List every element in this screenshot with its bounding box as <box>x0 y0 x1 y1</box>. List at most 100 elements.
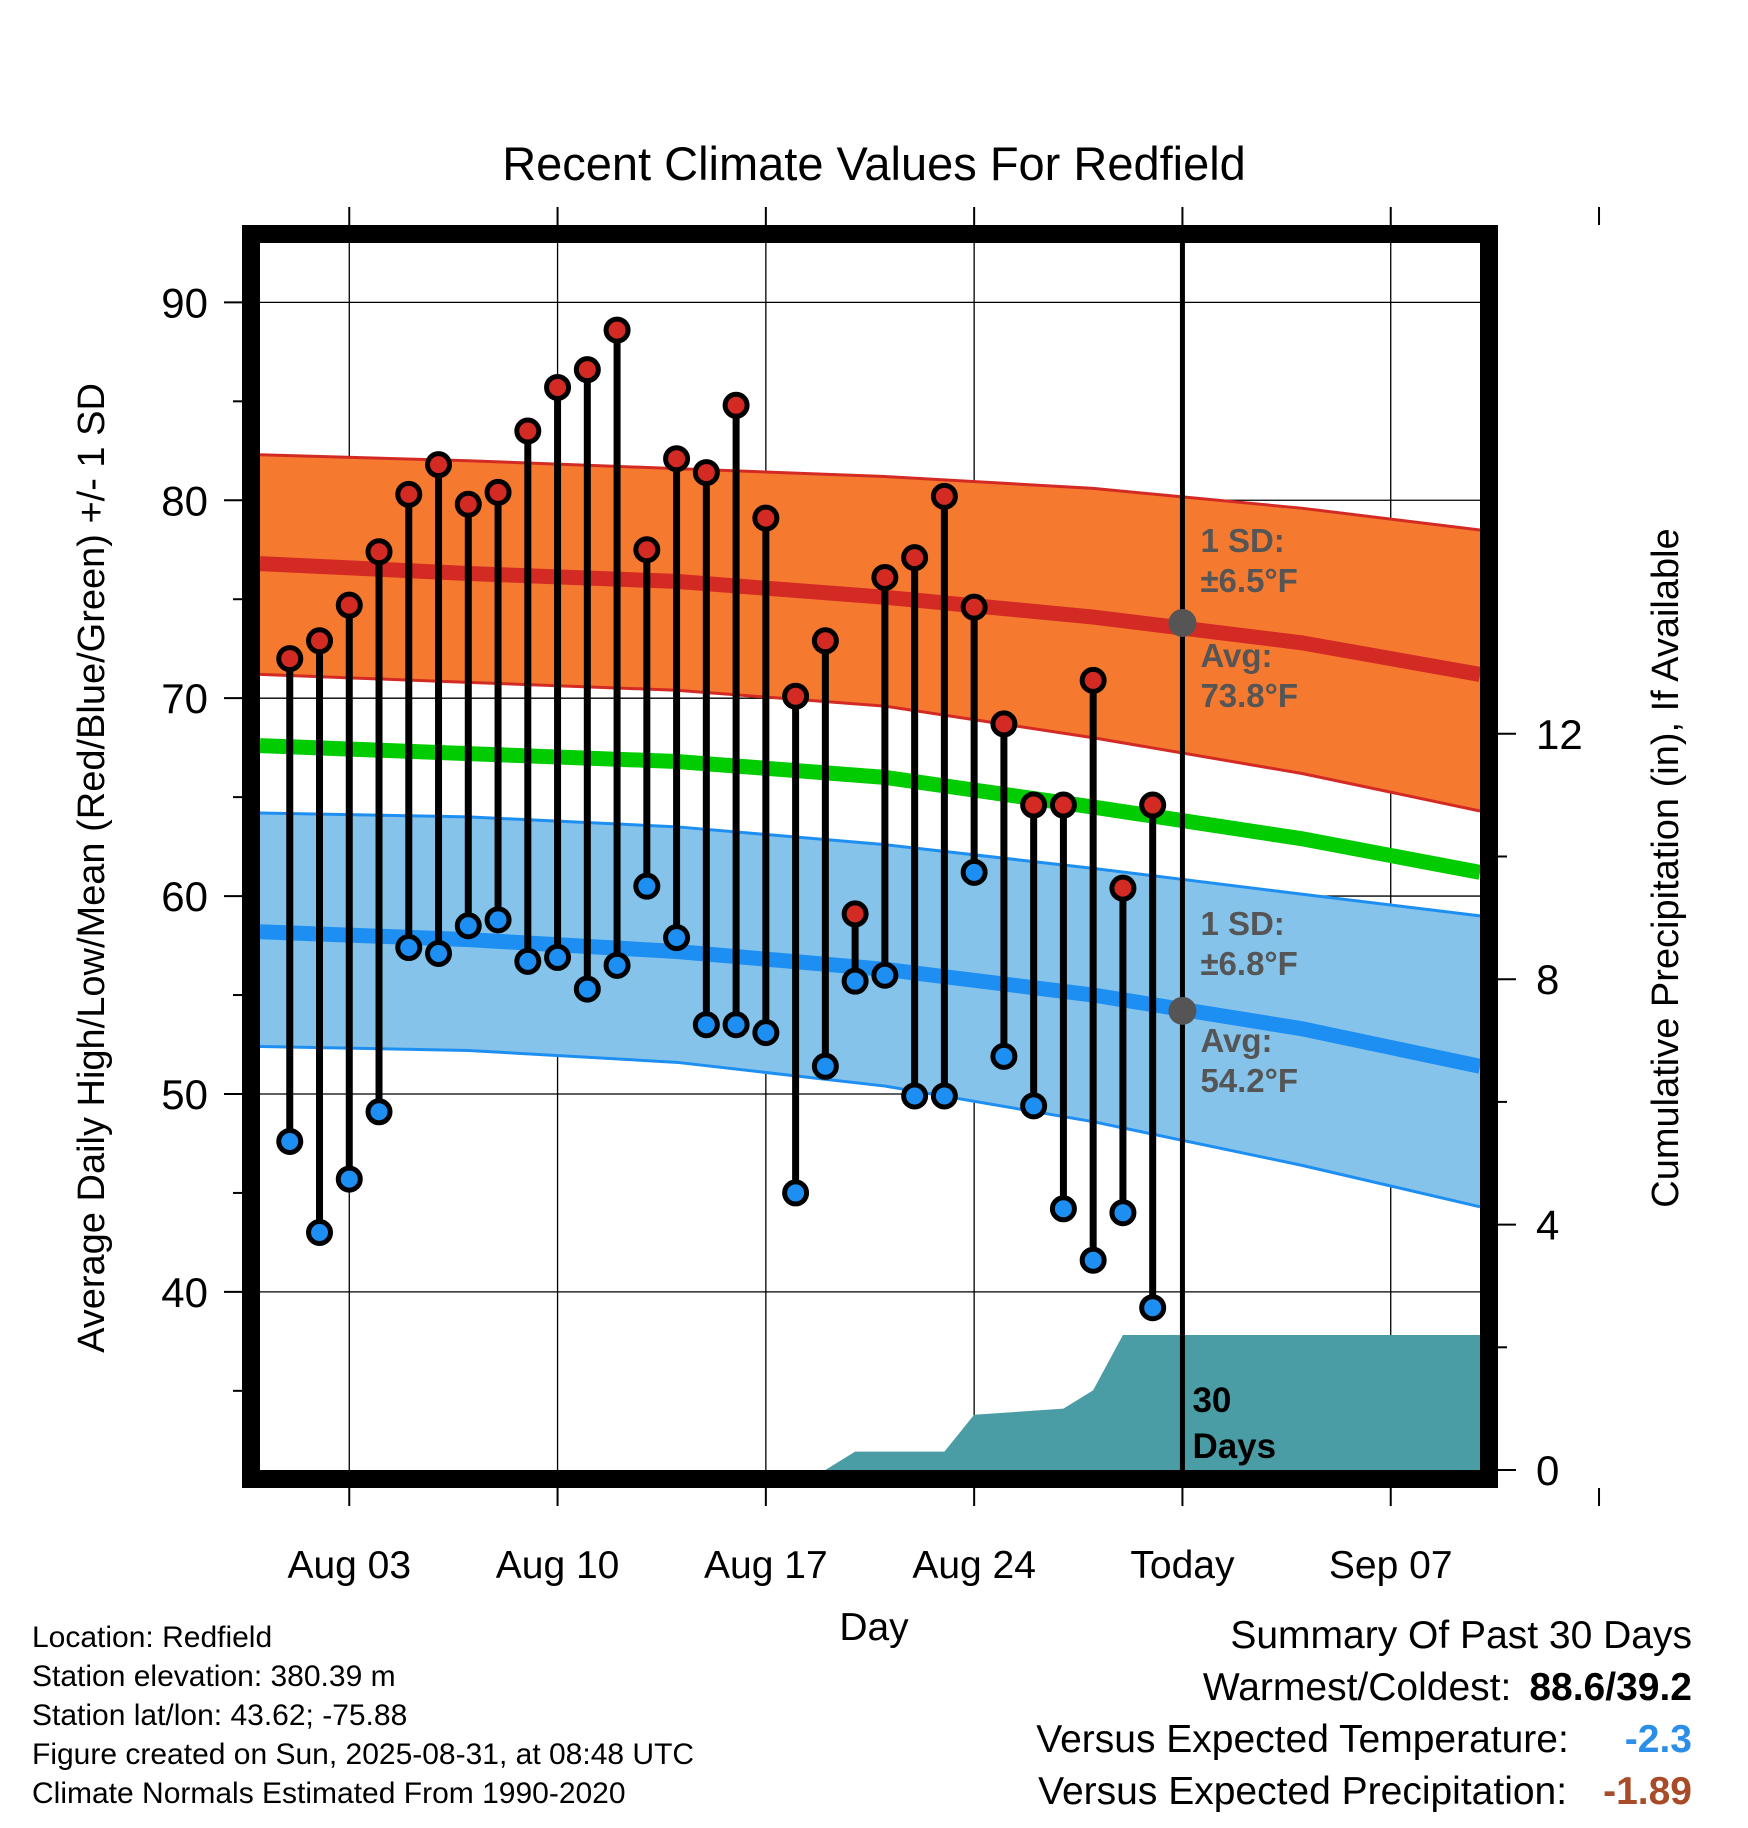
x-tick-label: Today <box>1130 1544 1235 1587</box>
daily-low-point <box>1049 1195 1077 1223</box>
daily-low-point <box>930 1082 958 1110</box>
daily-low-point <box>514 947 542 975</box>
daily-high-point <box>960 593 988 621</box>
daily-low-point <box>395 934 423 962</box>
chart-title: Recent Climate Values For Redfield <box>502 137 1246 190</box>
low-avg-value: 54.2°F <box>1200 1062 1298 1099</box>
daily-low-point <box>1020 1092 1048 1120</box>
versus-precip-value: -1.89 <box>1603 1770 1692 1813</box>
daily-high-point <box>871 563 899 591</box>
warm-cold-value: 88.6/39.2 <box>1529 1666 1692 1709</box>
high-avg-label: Avg: <box>1200 637 1272 674</box>
y2-tick-label: 4 <box>1536 1202 1559 1249</box>
x-tick-label: Aug 10 <box>496 1544 620 1587</box>
versus-temp-value: -2.3 <box>1624 1718 1692 1761</box>
elevation-text: Station elevation: 380.39 m <box>32 1660 396 1693</box>
daily-low-point <box>365 1098 393 1126</box>
normals-text: Climate Normals Estimated From 1990-2020 <box>32 1777 626 1810</box>
daily-low-point <box>603 951 631 979</box>
daily-low-point <box>484 906 512 934</box>
daily-high-point <box>544 373 572 401</box>
daily-low-point <box>544 943 572 971</box>
high-sd-label: 1 SD: <box>1200 522 1284 559</box>
location-text: Location: Redfield <box>32 1621 273 1654</box>
y-tick-label: 50 <box>161 1071 208 1118</box>
daily-high-point <box>484 478 512 506</box>
daily-low-point <box>335 1165 363 1193</box>
daily-high-point <box>395 480 423 508</box>
summary-warm-cold: Warmest/Coldest: 88.6/39.2 <box>1036 1662 1692 1714</box>
x-axis-label: Day <box>839 1606 909 1649</box>
warm-cold-label: Warmest/Coldest: <box>1202 1666 1512 1709</box>
low-avg-label: Avg: <box>1200 1022 1272 1059</box>
normal-low-band-lower <box>259 1044 1481 1209</box>
precip-area <box>825 1335 1480 1470</box>
today-low-avg-marker <box>1168 996 1197 1025</box>
y-axis-label: Average Daily High/Low/Mean (Red/Blue/Gr… <box>71 383 113 1353</box>
low-sd-value: ±6.8°F <box>1200 945 1297 982</box>
daily-high-point <box>306 627 334 655</box>
daily-high-point <box>811 627 839 655</box>
low-sd-label: 1 SD: <box>1200 905 1284 942</box>
daily-low-point <box>306 1219 334 1247</box>
y2-tick-label: 8 <box>1536 956 1559 1003</box>
summary-title: Summary Of Past 30 Days <box>1230 1614 1692 1657</box>
y-tick-label: 70 <box>161 675 208 722</box>
x-tick-label: Sep 07 <box>1329 1544 1453 1587</box>
daily-high-point <box>603 316 631 344</box>
daily-low-point <box>901 1082 929 1110</box>
daily-high-point <box>276 645 304 673</box>
daily-high-point <box>335 591 363 619</box>
y-tick-label: 60 <box>161 873 208 920</box>
daily-high-point <box>365 538 393 566</box>
daily-low-point <box>1079 1246 1107 1274</box>
daily-low-point <box>276 1127 304 1155</box>
daily-low-point <box>1139 1294 1167 1322</box>
daily-high-point <box>752 504 780 532</box>
daily-high-point <box>633 536 661 564</box>
normal-high-band <box>260 454 1480 811</box>
summary-panel: Summary Of Past 30 Days Warmest/Coldest:… <box>1036 1610 1692 1818</box>
daily-high-point <box>692 459 720 487</box>
today-high-avg-marker <box>1168 608 1197 637</box>
x-tick-label: Aug 17 <box>704 1544 828 1587</box>
x-tick-label: Aug 24 <box>912 1544 1036 1587</box>
station-info: Location: Redfield Station elevation: 38… <box>32 1618 694 1813</box>
daily-high-point <box>1020 791 1048 819</box>
y2-tick-label: 12 <box>1536 711 1583 758</box>
precip-days-label: 30 <box>1192 1381 1231 1420</box>
daily-low-point <box>841 967 869 995</box>
daily-high-point <box>573 356 601 384</box>
daily-high-point <box>722 391 750 419</box>
daily-high-point <box>782 682 810 710</box>
versus-temp-label: Versus Expected Temperature: <box>1036 1718 1569 1761</box>
daily-high-point <box>901 544 929 572</box>
y2-tick-label: 0 <box>1536 1447 1559 1494</box>
daily-high-point <box>1139 791 1167 819</box>
daily-low-point <box>960 858 988 886</box>
y-tick-label: 80 <box>161 477 208 524</box>
latlon-text: Station lat/lon: 43.62; -75.88 <box>32 1699 408 1732</box>
daily-low-point <box>573 975 601 1003</box>
x-tick-label: Aug 03 <box>287 1544 411 1587</box>
daily-low-point <box>752 1019 780 1047</box>
daily-high-point <box>841 900 869 928</box>
daily-high-point <box>514 417 542 445</box>
daily-low-point <box>782 1179 810 1207</box>
summary-temp: Versus Expected Temperature: -2.3 <box>1036 1714 1692 1766</box>
daily-low-point <box>454 912 482 940</box>
daily-low-point <box>633 872 661 900</box>
daily-high-point <box>1049 791 1077 819</box>
normal-high-band-upper <box>259 453 1481 532</box>
daily-low-point <box>990 1042 1018 1070</box>
precip-days-label: Days <box>1192 1427 1276 1466</box>
daily-low-point <box>692 1011 720 1039</box>
daily-high-point <box>990 710 1018 738</box>
daily-high-point <box>1079 666 1107 694</box>
daily-high-point <box>1109 874 1137 902</box>
daily-high-point <box>425 451 453 479</box>
y2-axis-label: Cumulative Precipitation (in), If Availa… <box>1645 528 1687 1207</box>
created-text: Figure created on Sun, 2025-08-31, at 08… <box>32 1738 695 1771</box>
